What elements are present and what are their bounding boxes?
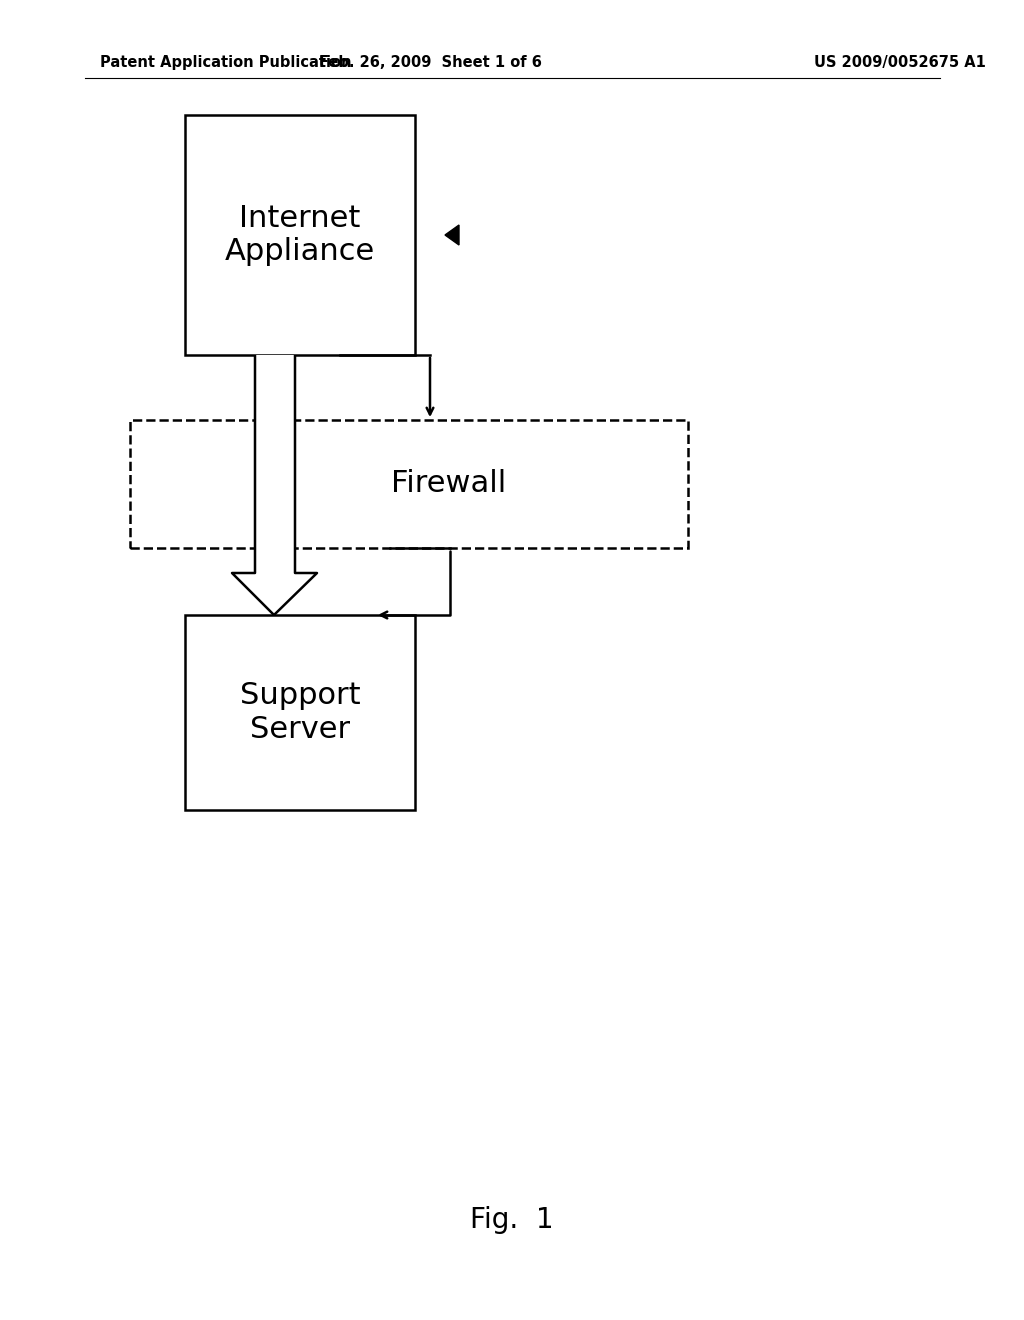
Text: Support
Server: Support Server (240, 681, 360, 743)
Bar (185, 615, 415, 810)
Text: Firewall: Firewall (391, 470, 507, 499)
Text: Feb. 26, 2009  Sheet 1 of 6: Feb. 26, 2009 Sheet 1 of 6 (318, 55, 542, 70)
Bar (185, 115, 415, 355)
Text: US 2009/0052675 A1: US 2009/0052675 A1 (814, 55, 986, 70)
Text: Fig.  1: Fig. 1 (470, 1206, 554, 1234)
Polygon shape (232, 355, 317, 615)
Polygon shape (445, 224, 459, 246)
Text: Internet
Appliance: Internet Appliance (225, 203, 375, 267)
Bar (130, 420, 688, 548)
Text: Patent Application Publication: Patent Application Publication (100, 55, 351, 70)
